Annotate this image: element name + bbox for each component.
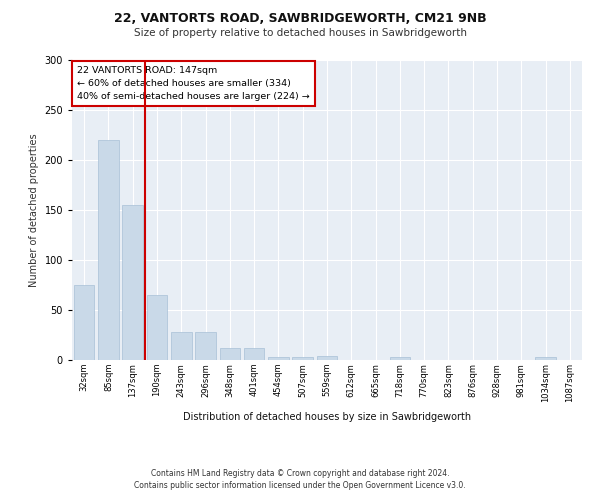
Text: Contains HM Land Registry data © Crown copyright and database right 2024.
Contai: Contains HM Land Registry data © Crown c… [134, 468, 466, 490]
Bar [389, 357, 410, 360]
Y-axis label: Number of detached properties: Number of detached properties [29, 133, 39, 287]
Bar [98, 140, 119, 360]
Bar [74, 285, 94, 360]
Text: Distribution of detached houses by size in Sawbridgeworth: Distribution of detached houses by size … [183, 412, 471, 422]
Bar [122, 205, 143, 360]
Bar [292, 357, 313, 360]
Text: 22, VANTORTS ROAD, SAWBRIDGEWORTH, CM21 9NB: 22, VANTORTS ROAD, SAWBRIDGEWORTH, CM21 … [113, 12, 487, 26]
Bar [317, 356, 337, 360]
Bar [195, 332, 216, 360]
Bar [171, 332, 191, 360]
Bar [535, 357, 556, 360]
Bar [220, 348, 240, 360]
Text: Size of property relative to detached houses in Sawbridgeworth: Size of property relative to detached ho… [133, 28, 467, 38]
Text: 22 VANTORTS ROAD: 147sqm
← 60% of detached houses are smaller (334)
40% of semi-: 22 VANTORTS ROAD: 147sqm ← 60% of detach… [77, 66, 310, 102]
Bar [268, 357, 289, 360]
Bar [146, 295, 167, 360]
Bar [244, 348, 265, 360]
